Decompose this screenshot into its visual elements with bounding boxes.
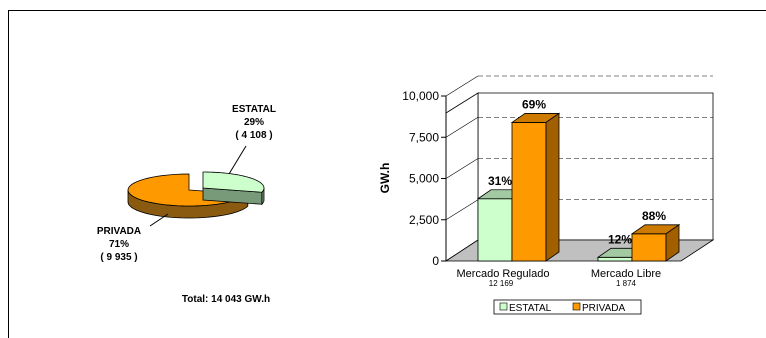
data-label-estatal-libre: 12% [608, 232, 632, 246]
privada-slice-name: PRIVADA [97, 226, 141, 237]
legend-box [493, 299, 642, 315]
plot-side-wall [445, 92, 479, 262]
gridline-side-3 [445, 116, 479, 138]
y-tick-label-2: 5,000 [409, 172, 439, 186]
bar-privada-libre: 88% [630, 209, 681, 262]
data-label-privada-libre: 88% [642, 209, 666, 223]
data-label-estatal-regulado: 31% [488, 174, 512, 188]
category-label-libre: Mercado Libre [591, 268, 661, 280]
estatal-slice-value: ( 4 108 ) [235, 130, 272, 141]
category-label-regulado: Mercado Regulado [457, 268, 550, 280]
legend-swatch-privada [572, 302, 581, 311]
gridline-side-1 [445, 199, 479, 221]
data-label-privada-regulado: 69% [522, 97, 546, 111]
gridline-side-4 [445, 75, 479, 97]
y-tick-label-0: 0 [432, 254, 439, 268]
privada-leader-line [149, 213, 169, 227]
bar-privada-regulado: 69% [510, 97, 561, 262]
legend: ESTATAL PRIVADA [493, 299, 642, 315]
gridlines [445, 75, 713, 221]
estatal-slice-percent: 29% [244, 117, 264, 128]
legend-label-privada: PRIVADA [582, 303, 625, 314]
category-total-regulado: 12 169 [489, 279, 514, 288]
y-tick-label-3: 7,500 [409, 130, 439, 144]
y-tick-label-4: 10,000 [402, 89, 439, 103]
bar-front-estatal-libre [597, 256, 633, 262]
legend-swatch-estatal [499, 302, 508, 311]
y-axis-label: GW.h [378, 163, 392, 194]
y-tick-label-1: 2,500 [409, 213, 439, 227]
legend-label-estatal: ESTATAL [509, 303, 552, 314]
pie-slice-estatal [202, 171, 265, 193]
pie-total-label: Total: 14 043 GW.h [182, 294, 270, 305]
privada-slice-percent: 71% [109, 239, 129, 250]
bars: 31% 69% 12% 88% [476, 97, 681, 262]
estatal-slice-name: ESTATAL [232, 104, 276, 115]
y-axis-ticks: 0 2,500 5,000 7,500 10,000 [402, 89, 446, 268]
bar-side-privada-libre [665, 224, 680, 262]
estatal-leader-line [228, 145, 247, 175]
pie-slices [127, 171, 265, 219]
bar-front-estatal-regulado [477, 198, 513, 262]
bar-front-privada-regulado [511, 122, 547, 262]
category-total-libre: 1 874 [616, 279, 637, 288]
bar-front-privada-libre [631, 233, 667, 262]
privada-slice-value: ( 9 935 ) [100, 252, 137, 263]
bar-side-privada-regulado [545, 112, 560, 262]
gridline-side-2 [445, 158, 479, 179]
